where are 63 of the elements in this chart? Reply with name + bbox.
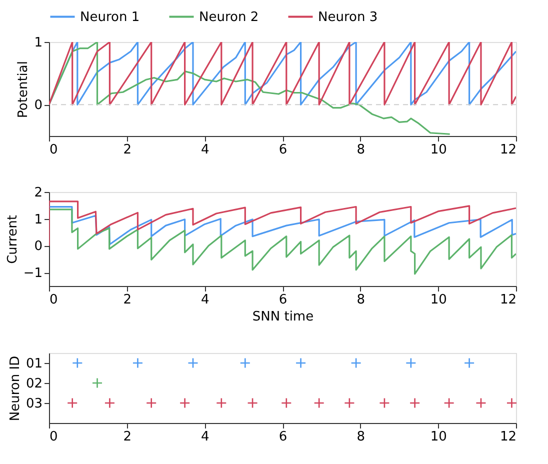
x-tick-label: 12 bbox=[500, 430, 516, 444]
y-tick-label: 1 bbox=[34, 212, 42, 228]
point bbox=[464, 358, 475, 368]
x-tick-label: 2 bbox=[123, 292, 132, 308]
x-tick-label: 2 bbox=[123, 142, 132, 158]
point bbox=[179, 398, 190, 408]
x-tick-label: 6 bbox=[278, 430, 288, 444]
x-tick-label: 12 bbox=[500, 142, 516, 158]
point bbox=[406, 358, 416, 368]
point bbox=[104, 398, 116, 408]
x-tick-label: 12 bbox=[500, 292, 516, 308]
point bbox=[409, 398, 420, 408]
x-tick-label: 10 bbox=[430, 142, 447, 158]
x-tick-label: 6 bbox=[278, 292, 288, 308]
point bbox=[350, 358, 362, 368]
x-tick-label: 10 bbox=[430, 292, 447, 308]
point bbox=[344, 398, 355, 408]
point bbox=[216, 398, 227, 408]
point bbox=[476, 398, 486, 408]
x-tick-label: 0 bbox=[50, 430, 58, 444]
x-tick-label: 6 bbox=[278, 142, 288, 158]
line-series bbox=[49, 42, 516, 106]
line-series bbox=[49, 208, 516, 275]
y-tick-label: 1 bbox=[34, 36, 42, 50]
y-axis-title: Current bbox=[5, 215, 20, 264]
legend-label: Neuron 1 bbox=[80, 10, 140, 25]
x-tick-label: 4 bbox=[201, 142, 210, 158]
y-tick-label: 02 bbox=[26, 376, 42, 392]
x-tick-label: 0 bbox=[50, 142, 58, 158]
point bbox=[379, 398, 390, 408]
point bbox=[240, 358, 251, 368]
legend-label: Neuron 2 bbox=[199, 10, 259, 25]
point bbox=[66, 398, 78, 408]
point bbox=[72, 358, 83, 368]
y-axis-title: Neuron ID bbox=[8, 356, 23, 422]
x-axis-title: SNN time bbox=[252, 310, 314, 324]
point bbox=[92, 378, 103, 388]
point bbox=[295, 358, 306, 368]
x-tick-label: 8 bbox=[356, 142, 365, 158]
point bbox=[247, 398, 258, 408]
point bbox=[146, 398, 157, 408]
y-tick-label: 01 bbox=[26, 356, 42, 372]
legend-label: Neuron 3 bbox=[318, 10, 378, 25]
point bbox=[506, 398, 518, 408]
x-tick-label: 0 bbox=[50, 292, 58, 308]
x-tick-label: 4 bbox=[201, 292, 210, 308]
x-tick-label: 2 bbox=[123, 430, 132, 444]
x-tick-label: 10 bbox=[430, 430, 447, 444]
x-tick-label: 8 bbox=[356, 292, 365, 308]
y-tick-label: 0 bbox=[34, 98, 42, 114]
line-series bbox=[49, 42, 451, 135]
point bbox=[188, 358, 198, 368]
y-tick-label: 03 bbox=[26, 396, 42, 412]
y-tick-label: −1 bbox=[23, 266, 42, 282]
y-tick-label: 2 bbox=[34, 186, 42, 200]
y-axis-title: Potential bbox=[16, 61, 32, 118]
x-tick-label: 8 bbox=[356, 430, 365, 444]
point bbox=[132, 358, 144, 368]
x-tick-label: 4 bbox=[201, 430, 210, 444]
point bbox=[314, 398, 324, 408]
point bbox=[444, 398, 454, 408]
point bbox=[281, 398, 292, 408]
y-tick-label: 0 bbox=[34, 239, 42, 254]
